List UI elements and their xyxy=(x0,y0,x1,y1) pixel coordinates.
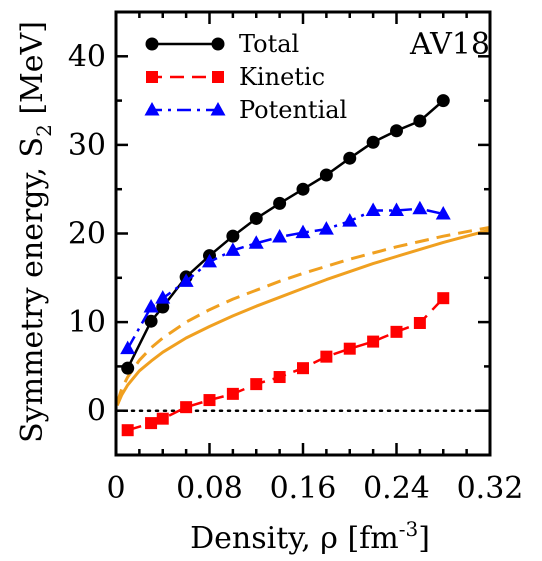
y-axis-title-subscript: 2 xyxy=(32,124,56,137)
total-point-1 xyxy=(121,361,135,375)
x-tick-label-3: 0.16 xyxy=(270,471,337,506)
potential-point-15 xyxy=(435,206,451,220)
x-axis-title-close: ] xyxy=(418,521,430,556)
x-axis-title: Density, ρ [fm-3] xyxy=(190,517,430,556)
curve-5-line xyxy=(115,225,491,404)
potential-point-5 xyxy=(202,253,217,268)
kinetic-point-15 xyxy=(437,292,450,305)
legend-marker-right-potential xyxy=(210,102,226,116)
kinetic-point-2 xyxy=(145,417,158,430)
potential-point-3 xyxy=(155,290,171,304)
legend-label-potential: Potential xyxy=(239,96,347,124)
legend-label-kinetic: Kinetic xyxy=(239,63,325,91)
x-tick-label-5: 0.32 xyxy=(457,471,524,506)
potential-point-11 xyxy=(342,213,358,227)
axes-layer: 0 0.08 0.16 0.24 0.32 0 10 20 30 40 xyxy=(68,10,524,506)
total-point-3 xyxy=(156,300,170,314)
potential-point-7 xyxy=(248,235,264,249)
legend-marker-right-kinetic xyxy=(212,71,224,83)
y-tick-label-5: 40 xyxy=(68,39,106,74)
x-axis-title-main: Density, ρ [fm xyxy=(190,521,399,556)
legend-layer: Total Kinetic Potential xyxy=(144,30,347,124)
total-point-12 xyxy=(366,135,380,149)
total-point-7 xyxy=(249,211,263,225)
potential-point-6 xyxy=(225,242,241,256)
kinetic-point-6 xyxy=(226,387,239,400)
y-tick-label-3: 20 xyxy=(68,217,106,252)
total-point-15 xyxy=(436,94,450,108)
x-tick-label-2: 0.08 xyxy=(176,471,243,506)
legend-marker-left-total xyxy=(145,37,159,51)
potential-point-8 xyxy=(272,229,288,243)
x-tick-label-4: 0.24 xyxy=(363,471,430,506)
legend-entry-potential: Potential xyxy=(144,96,347,124)
potential-point-2 xyxy=(143,299,159,313)
total-series xyxy=(121,94,450,375)
total-point-14 xyxy=(413,114,427,128)
kinetic-point-5 xyxy=(203,394,216,407)
kinetic-point-10 xyxy=(320,350,333,363)
curve-4-line xyxy=(115,228,491,406)
potential-series xyxy=(120,200,451,355)
kinetic-point-1 xyxy=(121,424,134,437)
y-axis-title-main: Symmetry energy, S xyxy=(15,137,50,443)
total-point-6 xyxy=(226,229,240,243)
total-point-11 xyxy=(343,151,357,165)
kinetic-point-12 xyxy=(367,335,380,348)
curve-4-series xyxy=(115,228,491,406)
potential-point-1 xyxy=(120,340,136,355)
potential-point-12 xyxy=(365,202,381,216)
legend-label-total: Total xyxy=(239,30,299,58)
potential-point-13 xyxy=(389,202,404,216)
kinetic-point-9 xyxy=(297,362,309,375)
potential-point-14 xyxy=(412,200,428,215)
kinetic-point-13 xyxy=(390,325,403,338)
legend-entry-total: Total xyxy=(145,30,299,58)
curve-5-series xyxy=(115,225,491,404)
legend-marker-left-potential xyxy=(144,102,160,116)
series-layer xyxy=(115,94,491,437)
kinetic-point-8 xyxy=(273,371,286,384)
y-tick-label-4: 30 xyxy=(68,128,106,163)
kinetic-point-14 xyxy=(413,316,426,329)
potential-point-9 xyxy=(295,224,311,239)
y-tick-label-1: 0 xyxy=(87,394,106,429)
total-point-2 xyxy=(144,314,158,328)
total-point-13 xyxy=(390,124,403,138)
x-tick-label-1: 0 xyxy=(106,471,125,506)
legend-marker-left-kinetic xyxy=(146,71,158,83)
legend-marker-right-total xyxy=(211,37,225,51)
potential-point-4 xyxy=(178,273,194,287)
legend-entry-kinetic: Kinetic xyxy=(146,63,325,91)
total-point-9 xyxy=(296,182,310,196)
panel-label: AV18 xyxy=(409,27,490,62)
y-axis-title: Symmetry energy, S2 [MeV] xyxy=(15,21,56,443)
kinetic-point-4 xyxy=(180,401,193,414)
kinetic-point-3 xyxy=(156,412,169,425)
kinetic-point-7 xyxy=(250,378,263,391)
x-axis-title-superscript: -3 xyxy=(399,517,418,541)
potential-point-10 xyxy=(318,221,334,235)
kinetic-point-11 xyxy=(343,342,356,355)
y-axis-title-close: [MeV] xyxy=(15,21,50,124)
y-tick-label-2: 10 xyxy=(68,305,106,340)
total-point-10 xyxy=(319,168,333,182)
kinetic-series xyxy=(121,292,450,437)
total-point-8 xyxy=(273,196,287,210)
